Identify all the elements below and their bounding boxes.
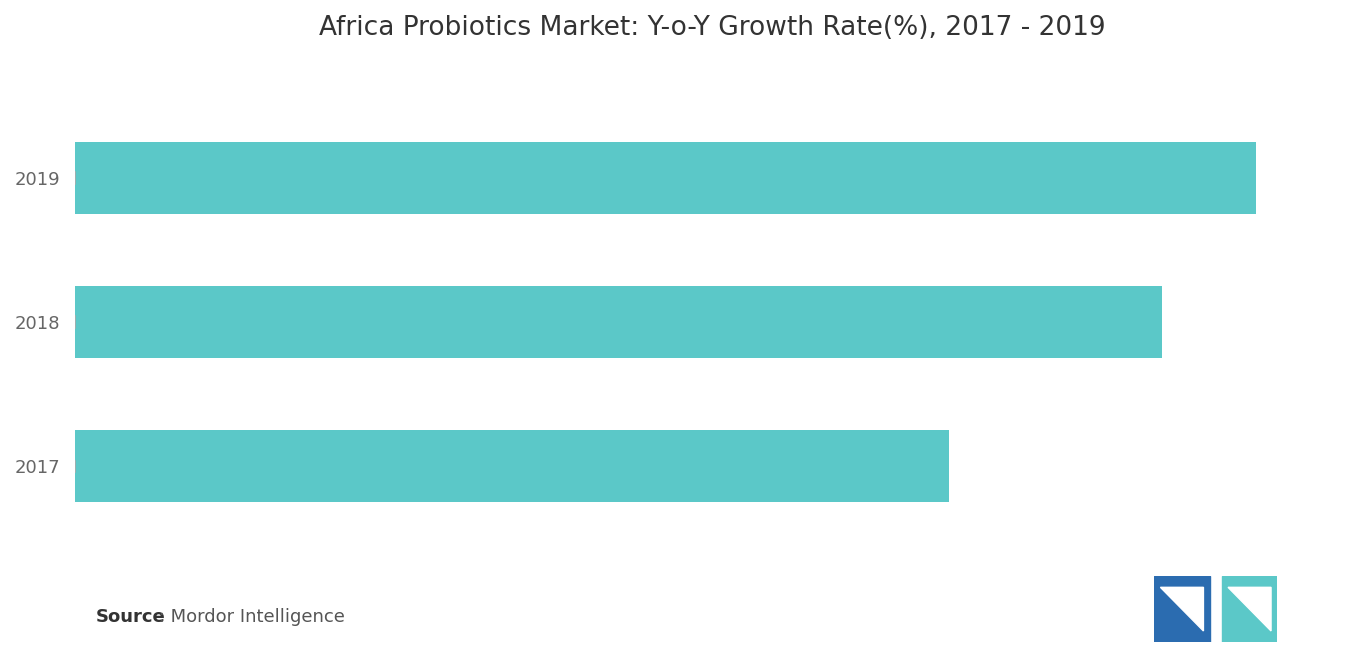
Bar — [75, 286, 1162, 358]
Text: Source: Source — [96, 608, 165, 626]
Bar — [75, 430, 949, 502]
Bar — [75, 142, 1257, 214]
Polygon shape — [1221, 576, 1277, 642]
Title: Africa Probiotics Market: Y-o-Y Growth Rate(%), 2017 - 2019: Africa Probiotics Market: Y-o-Y Growth R… — [320, 15, 1106, 41]
Text: : Mordor Intelligence: : Mordor Intelligence — [153, 608, 344, 626]
Polygon shape — [1154, 576, 1210, 642]
Polygon shape — [1160, 588, 1203, 631]
Polygon shape — [1228, 588, 1270, 631]
